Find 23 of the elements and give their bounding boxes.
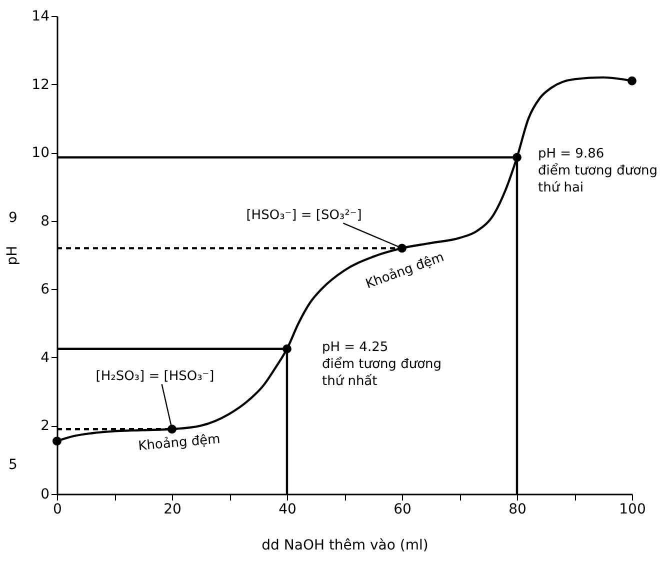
x-axis-title: dd NaOH thêm vào (ml)	[262, 538, 428, 554]
y-tick-label: 10	[32, 145, 50, 162]
x-tick-label: 0	[53, 502, 62, 518]
y-tick-label: 2	[40, 418, 50, 434]
annotation: pH = 4.25 điểm tương đương thứ nhất	[322, 340, 442, 389]
x-tick-label: 20	[164, 502, 182, 518]
x-tick-label: 40	[278, 502, 296, 518]
y-tick-label: 6	[40, 282, 50, 298]
annotation: pH = 9.86 điểm tương đương thứ hai	[538, 146, 658, 196]
annotation: Khoảng đệm	[138, 432, 221, 454]
y-tick-label: 4	[40, 350, 50, 366]
text: 9	[8, 210, 18, 226]
x-tick-label: 60	[394, 502, 412, 518]
y-tick-label: 8	[40, 213, 50, 230]
y-tick-label: 12	[32, 76, 50, 93]
y-tick-label: 0	[40, 486, 50, 502]
y-axis-title: pH	[4, 246, 21, 266]
text: 5	[8, 457, 18, 473]
annotation: [H₂SO₃] = [HSO₃⁻]	[96, 369, 214, 384]
x-tick-label: 100	[619, 502, 646, 518]
x-tick-label: 80	[508, 502, 526, 518]
annotation: [HSO₃⁻] = [SO₃²⁻]	[246, 208, 362, 224]
y-tick-label: 14	[32, 8, 50, 24]
